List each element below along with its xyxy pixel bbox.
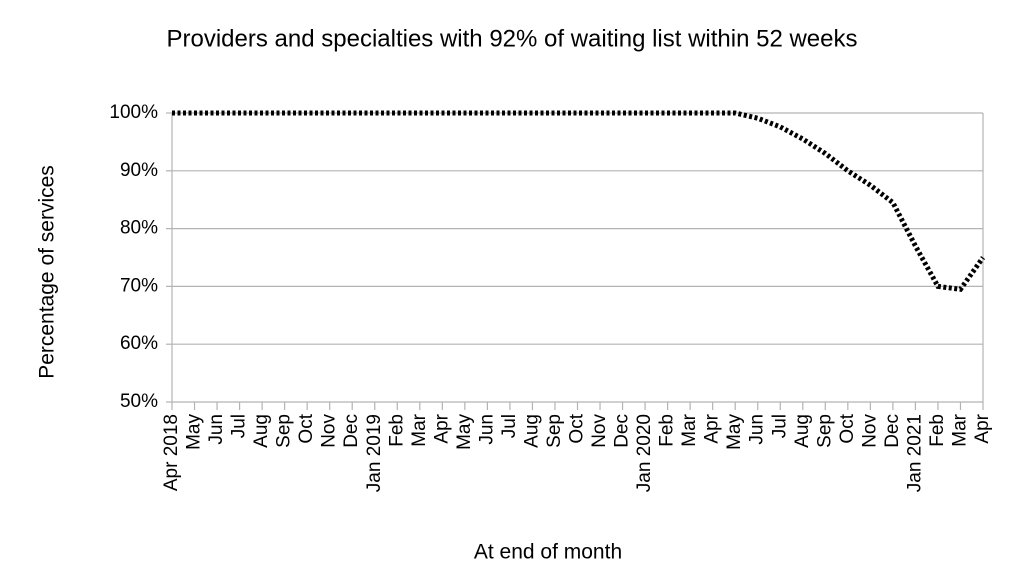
x-tick-label: Aug xyxy=(521,414,542,448)
x-tick-label: Oct xyxy=(296,413,317,443)
y-tick-label: 70% xyxy=(120,275,158,296)
x-tick-label: Sep xyxy=(274,414,295,448)
x-tick-label: Jun xyxy=(747,414,768,445)
y-tick-label: 100% xyxy=(109,102,158,123)
data-line xyxy=(172,110,986,292)
x-tick-label: Dec xyxy=(612,414,633,448)
x-tick-label: Mar xyxy=(679,413,700,446)
x-tick-label: Jul xyxy=(229,414,250,438)
x-tick-label: Oct xyxy=(567,413,588,443)
x-tick-label: Sep xyxy=(814,414,835,448)
y-tick-label: 90% xyxy=(120,160,158,181)
x-tick-label: Feb xyxy=(927,414,948,447)
x-tick-label: Jul xyxy=(769,414,790,438)
x-tick-label: Jul xyxy=(499,414,520,438)
x-tick-label: Nov xyxy=(859,414,880,448)
chart-title: Providers and specialties with 92% of wa… xyxy=(167,25,858,52)
x-tick-label: May xyxy=(454,414,475,450)
x-tick-label: Dec xyxy=(341,414,362,448)
x-tick-label: Nov xyxy=(319,414,340,448)
x-tick-label: Nov xyxy=(589,414,610,448)
y-tick-label: 80% xyxy=(120,218,158,239)
x-tick-label: Apr xyxy=(702,413,723,443)
x-tick-label: Feb xyxy=(386,414,407,447)
x-tick-label: Jun xyxy=(206,414,227,445)
x-tick-label: Oct xyxy=(837,413,858,443)
x-tick-label: Mar xyxy=(409,413,430,446)
y-axis-title: Percentage of services xyxy=(36,165,59,379)
x-tick-label: Dec xyxy=(882,414,903,448)
x-tick-label: Jan 2019 xyxy=(364,414,385,492)
x-tick-label: Jun xyxy=(476,414,497,445)
y-tick-label: 50% xyxy=(120,391,158,412)
x-tick-label: May xyxy=(184,414,205,450)
x-tick-label: Jan 2020 xyxy=(634,414,655,492)
y-tick-label: 60% xyxy=(120,333,158,354)
x-tick-label: Mar xyxy=(949,413,970,446)
x-tick-label: Sep xyxy=(544,414,565,448)
x-axis-title: At end of month xyxy=(474,541,622,564)
x-tick-label: Feb xyxy=(657,414,678,447)
x-tick-label: Apr 2018 xyxy=(161,414,182,491)
x-tick-label: Apr xyxy=(431,413,452,443)
x-tick-label: Jan 2021 xyxy=(904,414,925,492)
x-tick-label: Aug xyxy=(792,414,813,448)
x-tick-label: Apr xyxy=(972,413,993,443)
x-tick-label: Aug xyxy=(251,414,272,448)
x-tick-label: May xyxy=(724,414,745,450)
